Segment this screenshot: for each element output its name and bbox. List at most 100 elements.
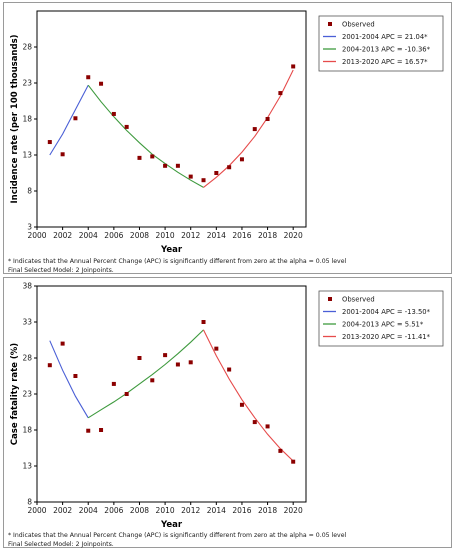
observed-point — [137, 155, 142, 160]
legend-entry-label: 2004-2013 APC = 5.51* — [342, 321, 424, 329]
x-tick-label: 2006 — [104, 231, 123, 240]
x-tick-label: 2000 — [27, 506, 46, 515]
observed-point — [227, 367, 232, 372]
observed-point — [86, 75, 91, 80]
legend-entry-label: 2001-2004 APC = 21.04* — [342, 33, 428, 41]
observed-point — [124, 392, 129, 396]
legend-marker-observed — [328, 22, 332, 26]
observed-point — [60, 341, 65, 346]
legend: Observed 2001-2004 APC = -13.50* 2004-2013… — [318, 290, 444, 347]
x-tick-label: 2016 — [232, 231, 251, 240]
x-tick-label: 2004 — [79, 231, 98, 240]
y-tick-label: 18 — [22, 115, 32, 124]
x-tick-label: 2020 — [284, 506, 303, 515]
legend-entry-label: Observed — [342, 21, 375, 29]
x-tick-label: 2000 — [27, 231, 46, 240]
x-tick-label: 2004 — [79, 506, 98, 515]
observed-point — [163, 163, 168, 168]
note-apc-line: * Indicates that the Annual Percent Chan… — [8, 258, 347, 265]
trend-line-segment-1 — [49, 84, 89, 156]
y-axis-label: Case fatality rate (%) — [10, 343, 20, 445]
observed-point — [214, 171, 219, 175]
observed-point — [239, 157, 244, 162]
legend: Observed 2001-2004 APC = 21.04* 2004-2013 … — [318, 15, 444, 72]
incidence-rate-chart: 3 8 13 18 23 28 2000 2002 2004 2006 2008 2010 2012 20… — [10, 10, 444, 255]
observed-point — [111, 111, 116, 116]
legend-entry-label: 2013-2020 APC = 16.57* — [342, 58, 428, 66]
y-tick-label: 13 — [22, 151, 32, 160]
trend-line-segment-3 — [203, 329, 294, 462]
x-tick-label: 2008 — [130, 506, 149, 515]
trend-line-segment-3 — [203, 69, 294, 188]
x-tick-label: 2008 — [130, 231, 149, 240]
x-tick-label: 2018 — [258, 506, 277, 515]
x-tick-label: 2016 — [232, 506, 251, 515]
x-tick-label: 2006 — [104, 506, 123, 515]
observed-point — [175, 163, 180, 168]
observed-point — [124, 124, 129, 129]
observed-point — [86, 428, 91, 433]
case-fatality-chart-panel: 8 13 18 23 28 33 38 2000 2002 2004 2006 2008 2010 201… — [3, 277, 452, 548]
observed-point — [201, 320, 206, 324]
y-axis-label: Incidence rate (per 100 thousands) — [10, 34, 20, 203]
x-tick-label: 2002 — [53, 231, 72, 240]
plot-area — [36, 10, 307, 228]
y-tick-label: 28 — [22, 43, 32, 52]
observed-point — [60, 152, 65, 157]
observed-point — [265, 424, 270, 429]
note-apc-line: * Indicates that the Annual Percent Chan… — [8, 532, 347, 539]
observed-point — [47, 363, 52, 368]
legend-entry-label: 2004-2013 APC = -10.36* — [342, 46, 431, 54]
observed-point — [188, 174, 193, 179]
y-tick-label: 28 — [22, 354, 32, 363]
legend-entry-label: 2001-2004 APC = -13.50* — [342, 308, 431, 316]
y-tick-label: 3 — [27, 223, 32, 232]
observed-point — [265, 117, 270, 121]
note-model-line: Final Selected Model: 2 Joinpoints. — [8, 266, 114, 274]
observed-point — [188, 360, 193, 365]
observed-point — [239, 402, 244, 407]
observed-point — [111, 381, 116, 386]
observed-point — [47, 140, 52, 145]
y-tick-label: 23 — [22, 390, 32, 399]
observed-point — [99, 81, 104, 86]
y-tick-label: 33 — [22, 318, 32, 327]
trend-line-segment-1 — [49, 340, 89, 419]
trend-line-segment-2 — [87, 84, 204, 188]
observed-point — [252, 420, 257, 425]
plot-area — [36, 285, 307, 503]
y-tick-label: 23 — [22, 79, 32, 88]
y-tick-label: 13 — [22, 462, 32, 471]
observed-point — [175, 362, 180, 367]
observed-point — [278, 448, 283, 453]
x-tick-label: 2020 — [284, 231, 303, 240]
case-fatality-rate-chart: 8 13 18 23 28 33 38 2000 2002 2004 2006 2008 2010 201… — [10, 282, 444, 530]
observed-point — [150, 378, 155, 383]
legend-box — [318, 15, 444, 72]
trend-line-segment-2 — [87, 329, 204, 419]
x-axis-label: Year — [160, 520, 183, 530]
observed-point — [150, 154, 155, 159]
observed-point — [137, 356, 142, 360]
y-tick-label: 8 — [27, 498, 32, 507]
legend-entry-label: 2013-2020 APC = -11.41* — [342, 333, 431, 341]
incidence-chart-panel: 3 8 13 18 23 28 2000 2002 2004 2006 2008 2010 2012 20… — [3, 2, 452, 274]
legend-marker-observed — [328, 297, 332, 301]
x-tick-label: 2012 — [181, 506, 200, 515]
x-tick-label: 2014 — [207, 506, 226, 515]
x-tick-label: 2014 — [207, 231, 226, 240]
legend-box — [318, 290, 444, 347]
observed-point — [291, 64, 296, 69]
x-tick-label: 2012 — [181, 231, 200, 240]
x-tick-label: 2018 — [258, 231, 277, 240]
y-tick-label: 8 — [27, 187, 32, 196]
y-tick-label: 38 — [22, 282, 32, 291]
observed-point — [214, 346, 219, 351]
observed-point — [99, 428, 104, 432]
observed-point — [73, 374, 78, 378]
observed-point — [227, 165, 232, 170]
observed-point — [201, 178, 206, 183]
x-axis-label: Year — [160, 245, 183, 255]
observed-point — [73, 116, 78, 121]
observed-point — [278, 91, 283, 96]
